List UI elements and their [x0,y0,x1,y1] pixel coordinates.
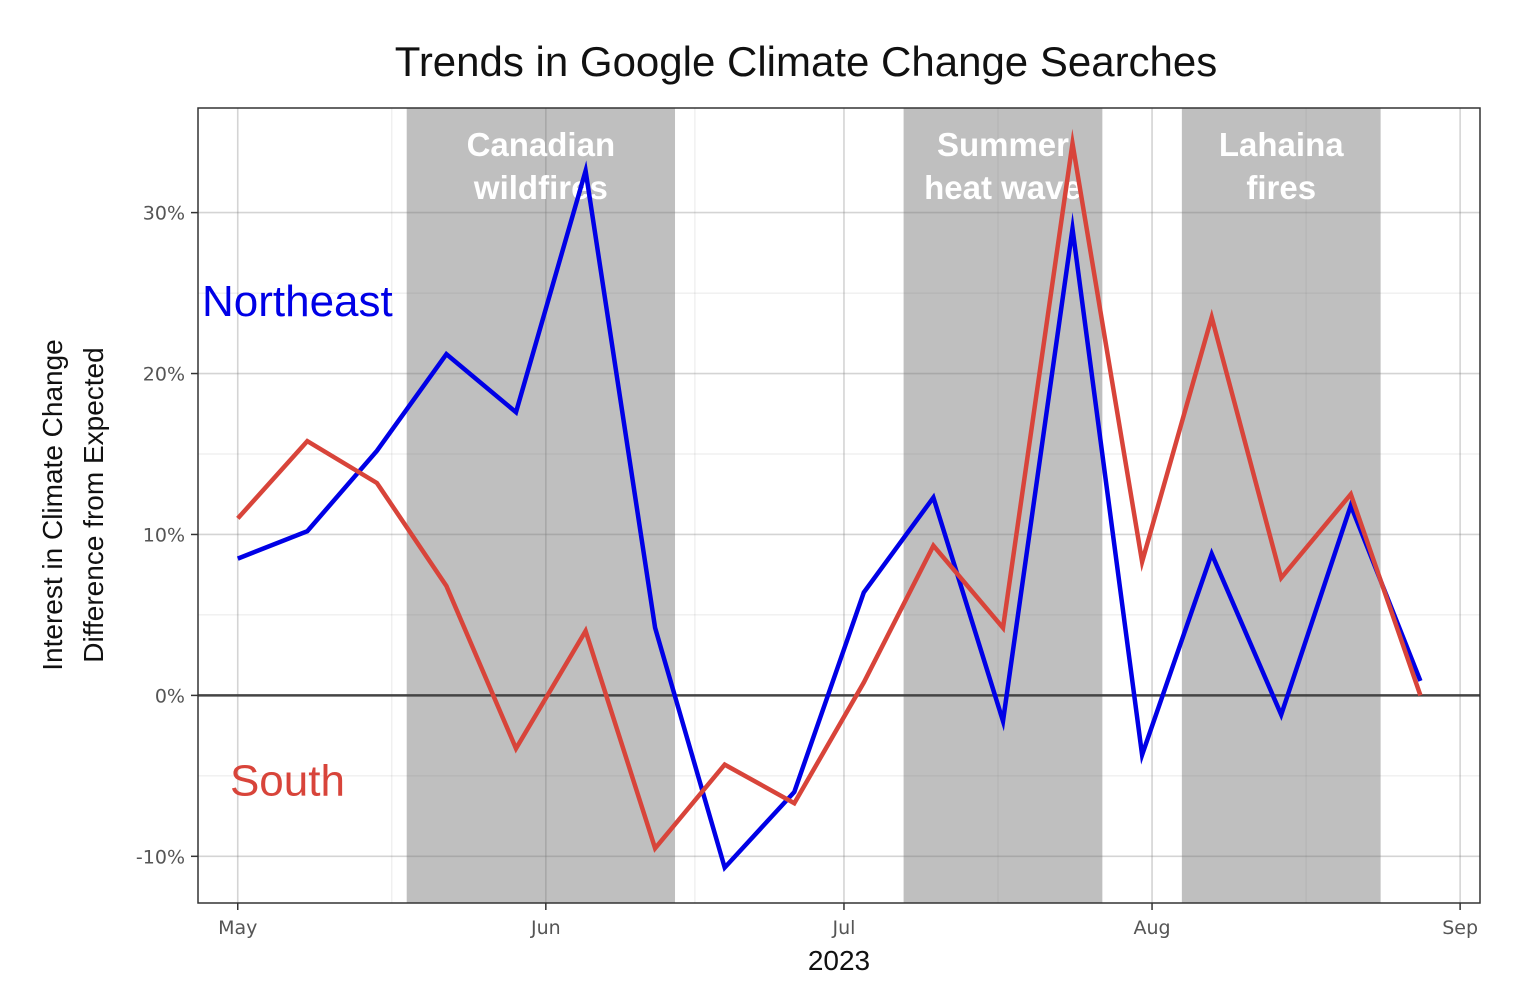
axis-ticks: -10% 0% 10% 20% 30% May Jun Jul Aug Sep [136,203,1478,939]
y-tick-label-3: 10% [143,524,185,546]
shaded-periods [406,108,1381,903]
shaded-period-label-3-line-1: Lahaina [1219,126,1344,163]
plot-border [197,107,1481,904]
series-labels: Northeast South [202,277,393,806]
x-tick-label-4: Aug [1133,917,1170,939]
shaded-period-label-3-line-2: fires [1246,169,1316,206]
shaded-period-3 [1181,108,1381,903]
shaded-period-label-2-line-2: heat wave [924,169,1082,206]
y-tick-label-2: 0% [155,685,185,707]
y-tick-label-1: -10% [136,846,185,868]
series-lines [236,128,1423,873]
x-axis-title: 2023 [808,945,870,976]
y-axis-title-line-2: Difference from Expected [78,347,109,662]
y-tick-label-4: 20% [143,364,185,386]
y-axis-title-line-1: Interest in Climate Change [37,339,68,671]
x-tick-label-5: Sep [1442,917,1478,939]
shaded-period-label-1-line-1: Canadian [467,126,616,163]
x-tick-label-3: Jul [832,917,856,939]
x-tick-label-1: May [218,917,257,939]
y-tick-label-5: 30% [143,203,185,225]
shaded-period-label-2-line-1: Summer [937,126,1069,163]
x-tick-label-2: Jun [530,917,561,939]
series-label-south: South [230,757,345,806]
series-line-south [236,128,1423,853]
series-line-northeast [236,160,1423,873]
series-label-northeast: Northeast [202,277,393,326]
chart-title: Trends in Google Climate Change Searches [395,38,1218,85]
